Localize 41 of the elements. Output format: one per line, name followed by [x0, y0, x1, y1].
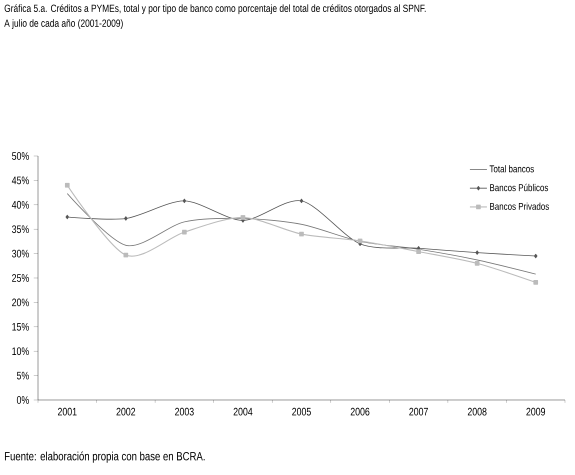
point [182, 230, 187, 234]
point [416, 249, 421, 254]
point [240, 215, 246, 220]
x-tick-label: 2009 [526, 408, 546, 416]
y-tick-label: 25% [12, 274, 29, 282]
y-tick-label: 35% [12, 225, 29, 234]
point [182, 198, 186, 204]
legend-label: Total bancos [490, 165, 534, 172]
point [299, 232, 304, 236]
x-tick-label: 2005 [292, 408, 311, 416]
x-tick-label: 2008 [468, 408, 487, 416]
x-tick-label: 2002 [116, 408, 136, 416]
point [475, 250, 479, 255]
y-tick-label: 5% [16, 372, 29, 380]
point [533, 280, 538, 285]
x-tick-label: 2007 [409, 408, 428, 416]
point [124, 216, 128, 221]
point [474, 261, 480, 266]
y-tick-label: 45% [12, 176, 29, 184]
point [123, 252, 128, 258]
chart-title: Gráfica 5.a. Créditos a PYMEs, total y por tipo de banco como porcentaje del total de créditos otorgados al SPNF. [4, 4, 426, 14]
x-tick-label: 2001 [58, 408, 77, 416]
y-tick-label: 10% [12, 347, 29, 356]
legend-label: Bancos Públicos [490, 184, 548, 192]
point [534, 254, 538, 258]
y-tick-label: 50% [12, 152, 29, 160]
source-note: Fuente: elaboración propia con base en BCRA. [4, 452, 205, 463]
y-tick-label: 40% [12, 200, 29, 209]
point [300, 198, 304, 204]
chart-subtitle: A julio de cada año (2001-2009) [4, 19, 123, 29]
point [64, 182, 70, 188]
point [66, 214, 70, 220]
y-tick-label: 30% [12, 250, 29, 258]
x-tick-label: 2006 [350, 408, 370, 416]
legend-label: Bancos Privados [490, 202, 549, 210]
x-tick-label: 2004 [234, 408, 252, 416]
y-tick-label: 20% [12, 298, 29, 306]
y-tick-label: 0% [16, 396, 29, 404]
x-tick-label: 2003 [175, 408, 194, 416]
y-tick-label: 15% [12, 322, 29, 331]
point [358, 238, 362, 244]
